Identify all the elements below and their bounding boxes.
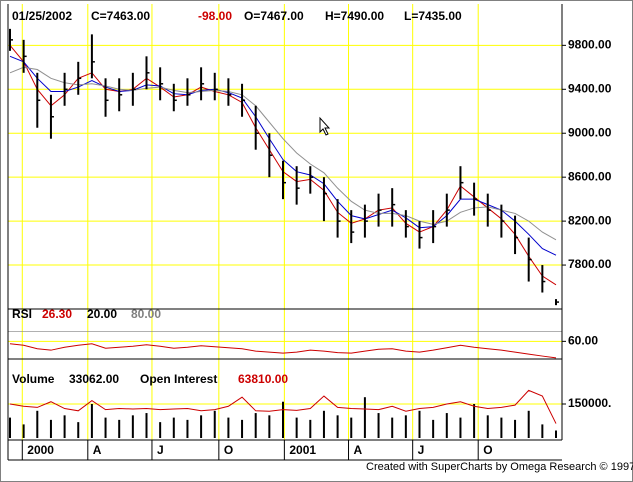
- x-tick-label: O: [483, 443, 492, 457]
- y-tick-label: 150000.: [568, 396, 611, 410]
- rsi-level-label: 20.00: [87, 307, 117, 321]
- open-interest-line: [9, 389, 557, 424]
- volume-current: 33062.00: [69, 372, 119, 386]
- y-tick-label: 8600.00: [568, 169, 612, 183]
- y-tick-label: 7800.00: [568, 257, 612, 271]
- footer: Created with SuperCharts by Omega Resear…: [366, 461, 633, 473]
- header-low: L=7435.00: [404, 9, 462, 23]
- header-change: -98.00: [198, 9, 232, 23]
- rsi-label: RSI: [12, 307, 32, 321]
- rsi-level-label: 80.00: [131, 307, 161, 321]
- header-high: H=7490.00: [325, 9, 384, 23]
- x-tick-label: 2001: [289, 443, 316, 457]
- volume-label: Volume: [12, 372, 55, 386]
- y-tick-label: 60.00: [568, 334, 598, 348]
- header-date: 01/25/2002: [12, 9, 72, 23]
- grid-layer: [8, 4, 562, 460]
- rsi-line: [9, 343, 557, 359]
- header-open: O=7467.00: [244, 9, 304, 23]
- y-tick-label: 9800.00: [568, 38, 612, 52]
- x-tick-label: A: [354, 443, 363, 457]
- y-tick-label: 8200.00: [568, 213, 612, 227]
- x-tick-label: J: [157, 443, 164, 457]
- y-tick-label: 9000.00: [568, 125, 612, 139]
- x-tick-label: J: [418, 443, 425, 457]
- oi-current: 63810.00: [238, 372, 288, 386]
- moving-average-line: [9, 66, 557, 241]
- header-close: C=7463.00: [91, 9, 150, 23]
- mouse-cursor: [319, 116, 331, 136]
- y-tick-label: 9400.00: [568, 81, 612, 95]
- x-tick-label: A: [93, 443, 102, 457]
- x-tick-label: O: [224, 443, 233, 457]
- rsi-current: 26.30: [42, 307, 72, 321]
- x-tick-label: 2000: [27, 443, 54, 457]
- data-layer: [9, 28, 559, 438]
- legend-entry: Open Interest: [140, 372, 217, 386]
